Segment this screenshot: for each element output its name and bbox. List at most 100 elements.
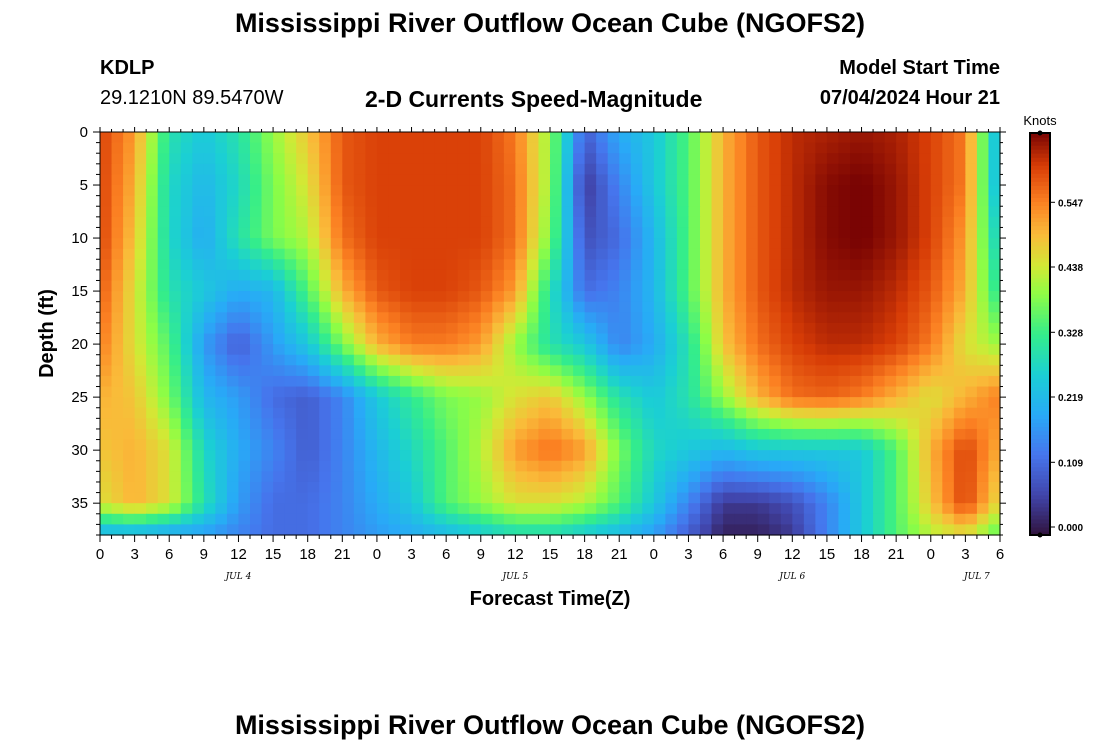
heatmap-cell bbox=[296, 301, 309, 313]
colorbar-segment bbox=[1030, 193, 1050, 198]
heatmap-cell bbox=[250, 439, 263, 451]
heatmap-cell bbox=[573, 397, 586, 409]
heatmap-cell bbox=[226, 216, 240, 229]
heatmap-cell bbox=[250, 503, 263, 515]
heatmap-cell bbox=[607, 259, 620, 271]
heatmap-cell bbox=[123, 386, 136, 398]
heatmap-cell bbox=[111, 269, 124, 282]
heatmap-cell bbox=[146, 407, 159, 419]
heatmap-cell bbox=[238, 386, 251, 398]
heatmap-cell bbox=[584, 418, 597, 430]
heatmap-cell bbox=[238, 163, 251, 176]
heatmap-cell bbox=[596, 259, 609, 271]
heatmap-cell bbox=[850, 481, 863, 494]
heatmap-cell bbox=[838, 492, 851, 504]
heatmap-cell bbox=[100, 269, 113, 282]
heatmap-cell bbox=[226, 524, 240, 536]
heatmap-cell bbox=[688, 301, 701, 313]
heatmap-cell bbox=[953, 365, 966, 377]
heatmap-cell bbox=[700, 386, 713, 398]
x-tick-label: 21 bbox=[888, 546, 905, 563]
heatmap-cell bbox=[734, 397, 747, 409]
heatmap-cell bbox=[215, 354, 228, 366]
heatmap-cell bbox=[873, 142, 886, 154]
heatmap-cell bbox=[480, 227, 493, 239]
heatmap-cell bbox=[469, 312, 482, 324]
heatmap-cell bbox=[203, 206, 216, 218]
heatmap-cell bbox=[884, 365, 897, 377]
heatmap-cell bbox=[792, 386, 805, 398]
x-tick-label: 21 bbox=[334, 546, 351, 563]
heatmap-cell bbox=[423, 460, 436, 472]
heatmap-cell bbox=[296, 333, 309, 345]
heatmap-cell bbox=[665, 503, 678, 515]
heatmap-cell bbox=[100, 450, 113, 462]
heatmap-cell bbox=[457, 407, 470, 419]
heatmap-cell bbox=[261, 206, 274, 218]
heatmap-cell bbox=[515, 248, 528, 260]
heatmap-cell bbox=[342, 524, 355, 536]
heatmap-cell bbox=[942, 333, 955, 345]
heatmap-cell bbox=[734, 471, 747, 483]
heatmap-cell bbox=[446, 513, 459, 525]
heatmap-cell bbox=[642, 344, 655, 356]
heatmap-cell bbox=[123, 132, 136, 144]
heatmap-cell bbox=[134, 333, 147, 345]
heatmap-cell bbox=[930, 259, 943, 271]
heatmap-cell bbox=[284, 195, 297, 207]
heatmap-cell bbox=[342, 301, 355, 313]
heatmap-cell bbox=[111, 301, 124, 313]
heatmap-cell bbox=[423, 153, 436, 165]
heatmap-cell bbox=[284, 301, 297, 313]
heatmap-cell bbox=[584, 428, 597, 441]
heatmap-cell bbox=[734, 142, 747, 154]
heatmap-cell bbox=[469, 407, 482, 419]
heatmap-cell bbox=[100, 238, 113, 250]
heatmap-cell bbox=[988, 280, 1001, 292]
heatmap-cell bbox=[319, 439, 332, 451]
heatmap-cell bbox=[769, 132, 782, 144]
heatmap-cell bbox=[953, 216, 966, 229]
heatmap-cell bbox=[515, 333, 528, 345]
heatmap-cell bbox=[480, 280, 493, 292]
colorbar-segment bbox=[1030, 366, 1050, 371]
heatmap-cell bbox=[907, 216, 920, 229]
heatmap-cell bbox=[930, 513, 943, 525]
colorbar-segment bbox=[1030, 358, 1050, 363]
heatmap-cell bbox=[400, 397, 413, 409]
heatmap-cell bbox=[100, 195, 113, 207]
heatmap-cell bbox=[896, 142, 909, 154]
heatmap-cell bbox=[930, 481, 943, 494]
heatmap-cell bbox=[319, 492, 332, 504]
heatmap-cell bbox=[838, 163, 851, 176]
colorbar-segment bbox=[1030, 165, 1050, 170]
heatmap-cell bbox=[134, 428, 147, 441]
heatmap-cell bbox=[873, 428, 886, 441]
heatmap-cell bbox=[330, 333, 343, 345]
heatmap-cell bbox=[215, 524, 228, 536]
heatmap-cell bbox=[838, 248, 851, 260]
heatmap-cell bbox=[457, 216, 470, 229]
heatmap-cell bbox=[480, 163, 493, 176]
heatmap-cell bbox=[896, 333, 909, 345]
heatmap-cell bbox=[953, 439, 966, 451]
heatmap-cell bbox=[388, 280, 401, 292]
heatmap-cell bbox=[653, 269, 666, 282]
heatmap-cell bbox=[665, 513, 678, 525]
heatmap-cell bbox=[815, 301, 828, 313]
heatmap-cell bbox=[215, 206, 228, 218]
heatmap-cell bbox=[469, 418, 482, 430]
heatmap-cell bbox=[157, 375, 170, 388]
heatmap-cell bbox=[642, 132, 655, 144]
heatmap-cell bbox=[688, 174, 701, 186]
colorbar-segment bbox=[1030, 325, 1050, 331]
heatmap-cell bbox=[642, 524, 655, 536]
heatmap-cell bbox=[238, 365, 251, 377]
heatmap-cell bbox=[596, 269, 609, 282]
x-tick-label: 3 bbox=[130, 546, 138, 563]
heatmap-cell bbox=[746, 227, 759, 239]
heatmap-cell bbox=[123, 407, 136, 419]
heatmap-cell bbox=[676, 354, 690, 366]
heatmap-cell bbox=[469, 132, 482, 144]
heatmap-cell bbox=[573, 280, 586, 292]
